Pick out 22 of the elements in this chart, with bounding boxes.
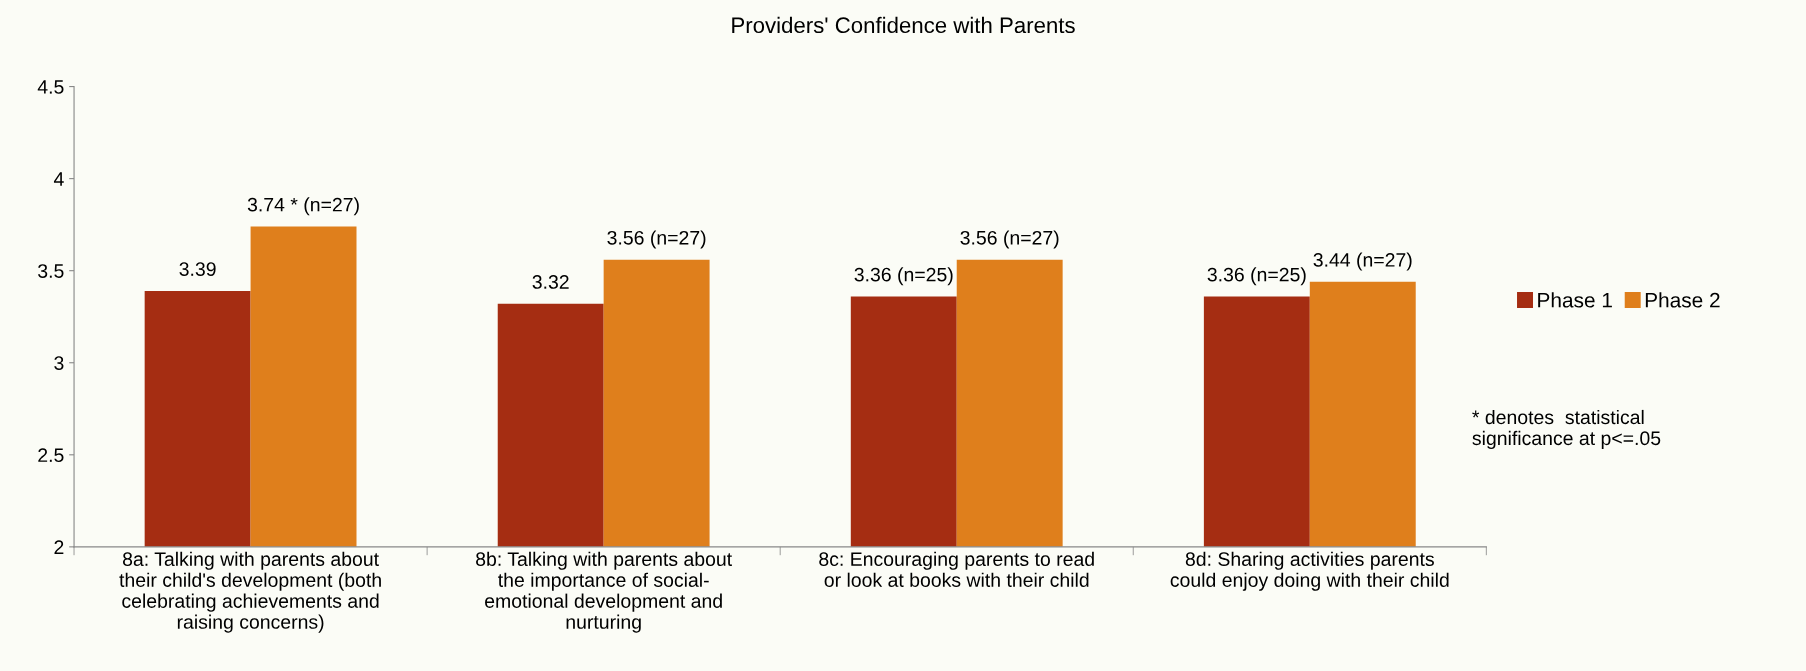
legend-label: Phase 1 bbox=[1538, 292, 1612, 308]
y-tick-label: 4.5 bbox=[37, 80, 64, 94]
data-label: 3.74 * (n=27) bbox=[247, 197, 359, 216]
data-label: 3.56 (n=27) bbox=[960, 230, 1059, 249]
y-tick-label: 2.5 bbox=[38, 448, 64, 463]
y-tick-label: 2 bbox=[54, 540, 64, 554]
legend-label: Phase 2 bbox=[1645, 292, 1720, 308]
y-tick-label: 3.5 bbox=[38, 264, 64, 278]
y-tick-label: 3 bbox=[54, 356, 64, 370]
data-label: 3.36 (n=25) bbox=[1207, 267, 1306, 286]
annotation: * denotes statistical significance at p<=.05 bbox=[1472, 409, 1661, 449]
x-tick-label: 8a: Talking with parents about their child's development (both celebrating achievements and raising concerns) bbox=[119, 551, 381, 633]
data-label: 3.56 (n=27) bbox=[607, 230, 706, 249]
x-tick-label: 8d: Sharing activities parents could enjoy doing with their child bbox=[1170, 551, 1449, 591]
data-label: 3.39 bbox=[179, 262, 216, 276]
data-label: 3.32 bbox=[532, 275, 569, 289]
data-label: 3.36 (n=25) bbox=[854, 267, 953, 286]
data-label: 3.44 (n=27) bbox=[1313, 252, 1412, 271]
y-tick-label: 4 bbox=[53, 172, 64, 186]
x-tick-label: 8c: Encouraging parents to read or look at books with their child bbox=[819, 551, 1094, 587]
x-tick-label: 8b: Talking with parents about the importance of social- emotional development and nurturing bbox=[476, 551, 732, 633]
chart-title: Providers' Confidence with Parents bbox=[732, 16, 1075, 34]
